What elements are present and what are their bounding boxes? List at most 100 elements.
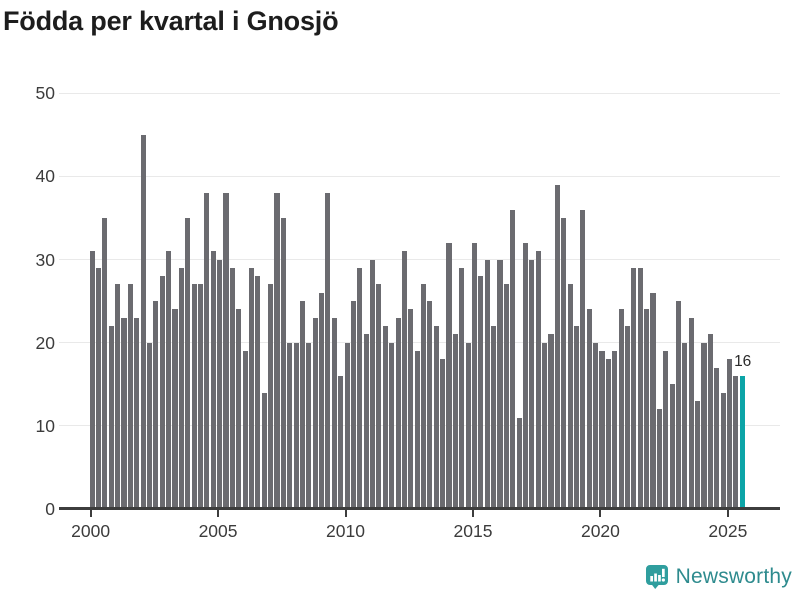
- bar: [312, 317, 318, 509]
- bar: [395, 317, 401, 509]
- bar: [522, 242, 529, 509]
- bar: [733, 375, 739, 509]
- bar: [516, 417, 522, 509]
- bar: [185, 217, 191, 509]
- gridline-y-40: [59, 175, 780, 177]
- bar: [382, 326, 388, 509]
- bar: [280, 217, 286, 509]
- y-tick-label: 40: [35, 166, 55, 187]
- bar: [287, 342, 293, 509]
- bar: [580, 209, 586, 509]
- bar: [446, 242, 452, 509]
- bar: [236, 309, 242, 509]
- x-axis-line: [59, 507, 780, 510]
- bar: [644, 309, 650, 509]
- bar: [274, 192, 280, 509]
- bar: [306, 342, 312, 509]
- bar: [605, 359, 611, 509]
- bar: [701, 342, 707, 509]
- x-tick-label: 2025: [708, 521, 748, 541]
- bar: [465, 342, 471, 509]
- bar: [389, 342, 395, 509]
- bar: [153, 301, 159, 509]
- bar: [535, 251, 541, 509]
- bar: [599, 350, 605, 509]
- bar: [669, 384, 675, 509]
- newsworthy-logo: Newsworthy: [645, 564, 792, 590]
- bar: [593, 342, 599, 509]
- bar: [89, 251, 95, 509]
- bar: [299, 301, 305, 509]
- bar: [338, 375, 344, 509]
- bar: [618, 309, 624, 509]
- bar: [420, 284, 427, 509]
- bar: [491, 326, 497, 509]
- bar: [624, 326, 631, 509]
- bar: [688, 317, 694, 509]
- bar: [529, 259, 535, 509]
- bar: [548, 334, 554, 509]
- bar: [121, 317, 127, 509]
- bar: [242, 350, 248, 509]
- x-tick-label: 2015: [453, 521, 493, 541]
- bar: [503, 284, 509, 509]
- bar: [376, 284, 382, 509]
- bar: [554, 184, 560, 509]
- y-tick-label: 50: [35, 83, 55, 104]
- bar: [223, 192, 229, 509]
- x-tick-mark: [217, 509, 220, 517]
- x-tick-label: 2000: [71, 521, 111, 541]
- bar-highlight-latest: [739, 375, 745, 509]
- x-tick-mark: [599, 509, 602, 517]
- bar: [331, 317, 337, 509]
- gridline-y-20: [59, 342, 780, 344]
- chart-title: Födda per kvartal i Gnosjö: [3, 6, 339, 36]
- bar: [166, 251, 172, 509]
- bar: [127, 284, 133, 509]
- bar: [452, 334, 458, 509]
- bar: [459, 267, 465, 509]
- bar: [510, 209, 516, 509]
- bar: [440, 359, 446, 509]
- bar: [650, 292, 656, 509]
- bar: [637, 267, 643, 509]
- bar: [497, 259, 503, 509]
- bar: [561, 217, 567, 509]
- bar: [682, 342, 688, 509]
- x-tick-mark: [726, 509, 729, 517]
- bar: [707, 334, 713, 509]
- bar: [261, 392, 267, 509]
- bar: [656, 409, 662, 509]
- bar: [248, 267, 255, 509]
- bar: [720, 392, 726, 509]
- bar: [612, 350, 618, 509]
- bar: [433, 326, 439, 509]
- bar: [210, 251, 216, 509]
- x-tick-label: 2020: [580, 521, 620, 541]
- bar: [414, 350, 420, 509]
- gridline-y-30: [59, 259, 780, 261]
- bar: [146, 342, 153, 509]
- x-tick-label: 2005: [198, 521, 238, 541]
- bar: [197, 284, 204, 509]
- gridline-y-50: [59, 92, 780, 94]
- bar: [172, 309, 178, 509]
- bar: [229, 267, 235, 509]
- bar: [401, 251, 407, 509]
- bar: [268, 284, 274, 509]
- bar: [363, 334, 369, 509]
- latest-value-annotation: 16: [734, 352, 752, 370]
- bar-chart-speech-bubble-icon: [645, 565, 668, 589]
- x-tick-mark: [344, 509, 347, 517]
- bar: [140, 134, 146, 509]
- x-tick-label: 2010: [326, 521, 365, 541]
- bar: [370, 259, 376, 509]
- bar: [293, 342, 299, 509]
- bar: [567, 284, 573, 509]
- bar: [102, 217, 108, 509]
- y-tick-label: 0: [45, 499, 55, 519]
- y-tick-label: 20: [35, 332, 55, 353]
- bar: [95, 267, 102, 509]
- bar: [204, 192, 210, 509]
- bar: [115, 284, 121, 509]
